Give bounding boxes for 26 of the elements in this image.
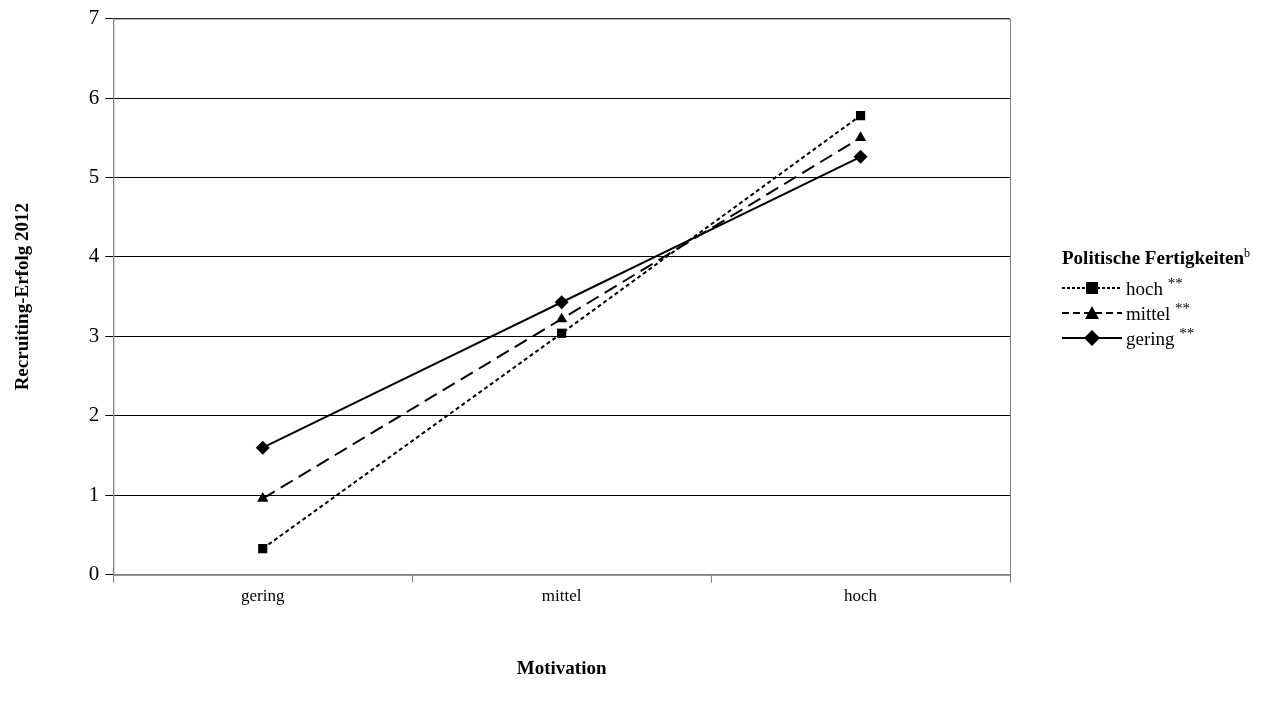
x-tick-label: hoch	[844, 586, 878, 606]
x-tick-label: mittel	[541, 586, 582, 606]
legend-label: mittel $^{**}$	[1126, 300, 1191, 326]
point	[258, 543, 268, 554]
y-axis-title: Recruiting-Erfolg 2012	[11, 203, 33, 391]
point	[554, 295, 569, 310]
x-axis-title: Motivation	[516, 656, 607, 678]
y-tick-label: 2	[88, 402, 100, 427]
point	[853, 149, 868, 164]
y-tick-label: 7	[88, 5, 100, 30]
legend-label: hoch $^{**}$	[1126, 275, 1183, 301]
point	[257, 492, 269, 502]
y-tick-label: 6	[88, 84, 100, 109]
legend-label: gering $^{**}$	[1126, 325, 1195, 351]
point	[556, 312, 568, 323]
point	[855, 110, 866, 121]
point	[854, 131, 867, 142]
y-tick-label: 1	[88, 481, 100, 506]
y-tick-label: 0	[88, 561, 100, 586]
y-tick-label: 4	[88, 243, 100, 268]
legend-title: Politische Fertigkeiten$^{b}$	[1062, 245, 1251, 270]
y-tick-label: 3	[88, 322, 100, 347]
x-tick-label: gering	[241, 586, 285, 606]
point	[557, 328, 567, 338]
y-tick-label: 5	[88, 164, 100, 189]
point	[255, 440, 270, 455]
